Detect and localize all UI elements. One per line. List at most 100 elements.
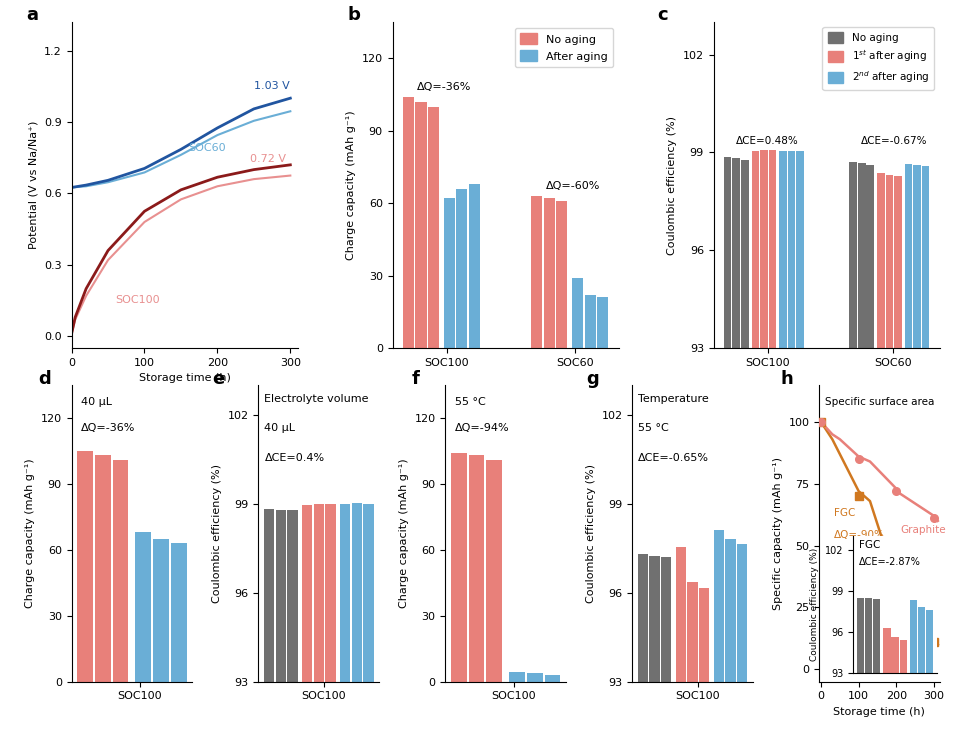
Text: 55 °C: 55 °C <box>455 397 485 407</box>
Text: Graphite: Graphite <box>900 526 944 535</box>
Text: ΔQ=-94%: ΔQ=-94% <box>455 424 509 433</box>
Y-axis label: Coulombic efficiency (%): Coulombic efficiency (%) <box>585 464 596 603</box>
Bar <box>876 173 883 733</box>
Bar <box>325 504 335 733</box>
Bar <box>544 674 559 682</box>
Text: f: f <box>411 370 419 388</box>
Bar <box>314 504 324 733</box>
Bar <box>468 184 479 348</box>
Text: ΔCE=-0.65%: ΔCE=-0.65% <box>638 453 708 463</box>
Text: ΔQ=-36%: ΔQ=-36% <box>416 81 471 92</box>
Bar <box>893 176 901 733</box>
Text: d: d <box>38 370 51 388</box>
Text: ΔCE=0.4%: ΔCE=0.4% <box>264 453 324 463</box>
Bar <box>94 455 111 682</box>
X-axis label: Storage time (h): Storage time (h) <box>833 707 924 717</box>
Bar <box>301 505 312 733</box>
Bar <box>351 504 361 733</box>
Text: 0.72 V: 0.72 V <box>250 155 286 164</box>
Bar <box>723 158 731 733</box>
Bar <box>649 556 659 733</box>
Bar <box>287 510 297 733</box>
Bar <box>686 582 697 733</box>
Bar <box>531 196 542 348</box>
Text: ΔQ=-36%: ΔQ=-36% <box>81 424 135 433</box>
Bar <box>848 161 856 733</box>
Bar <box>779 151 786 733</box>
Y-axis label: Potential (V vs Na/Na⁺): Potential (V vs Na/Na⁺) <box>29 121 38 249</box>
Bar <box>486 460 501 682</box>
Bar <box>456 188 467 348</box>
Bar <box>760 150 767 733</box>
Text: c: c <box>657 6 667 23</box>
Text: g: g <box>586 370 598 388</box>
X-axis label: Storage time (h): Storage time (h) <box>138 373 231 383</box>
Bar <box>736 544 746 733</box>
Text: ΔQ=-60%: ΔQ=-60% <box>545 181 599 191</box>
Y-axis label: Charge capacity (mAh g⁻¹): Charge capacity (mAh g⁻¹) <box>398 458 409 608</box>
Text: Specific surface area: Specific surface area <box>824 397 933 407</box>
Y-axis label: Coulombic efficiency (%): Coulombic efficiency (%) <box>212 464 222 603</box>
Bar <box>903 164 911 733</box>
Bar <box>275 509 286 733</box>
Bar <box>787 150 795 733</box>
Bar <box>428 106 438 348</box>
Y-axis label: Coulombic efficiency (%): Coulombic efficiency (%) <box>666 116 677 254</box>
Text: SOC60: SOC60 <box>188 142 226 152</box>
Bar <box>509 671 524 682</box>
Bar <box>584 295 596 348</box>
Bar <box>135 532 151 682</box>
Text: ΔQ=-90%: ΔQ=-90% <box>833 530 884 540</box>
Bar <box>699 588 709 733</box>
Text: ΔCE=-0.67%: ΔCE=-0.67% <box>861 136 927 147</box>
Bar <box>572 278 582 348</box>
Bar <box>468 455 484 682</box>
Text: 40 μL: 40 μL <box>81 397 112 407</box>
Bar <box>597 298 608 348</box>
Bar <box>112 460 129 682</box>
Bar <box>724 539 735 733</box>
Y-axis label: Specific capacity (mAh g⁻¹): Specific capacity (mAh g⁻¹) <box>772 457 782 610</box>
Bar <box>152 539 169 682</box>
Bar <box>732 158 740 733</box>
Text: b: b <box>347 6 360 23</box>
Bar <box>415 102 426 348</box>
Legend: No aging, After aging: No aging, After aging <box>515 28 613 67</box>
Bar <box>526 674 542 682</box>
Bar <box>363 504 374 733</box>
Bar <box>865 165 873 733</box>
Text: SOC100: SOC100 <box>115 295 160 305</box>
Bar <box>443 199 455 348</box>
Text: e: e <box>213 370 225 388</box>
Text: Temperature: Temperature <box>638 394 708 404</box>
Text: a: a <box>27 6 38 23</box>
Bar <box>768 150 776 733</box>
Y-axis label: Charge capacity (mAh g⁻¹): Charge capacity (mAh g⁻¹) <box>346 110 355 260</box>
Text: 40 μL: 40 μL <box>264 424 295 433</box>
Bar <box>675 547 685 733</box>
Y-axis label: Charge capacity (mAh g⁻¹): Charge capacity (mAh g⁻¹) <box>25 458 35 608</box>
Bar <box>857 163 864 733</box>
Text: 1.03 V: 1.03 V <box>253 81 290 91</box>
Bar <box>451 453 466 682</box>
Bar <box>171 543 187 682</box>
Bar <box>713 530 723 733</box>
Bar <box>912 165 920 733</box>
Text: FGC: FGC <box>833 508 855 518</box>
Bar <box>402 97 414 348</box>
Bar <box>751 151 759 733</box>
Bar <box>884 174 892 733</box>
Text: ΔCE=0.48%: ΔCE=0.48% <box>735 136 798 147</box>
Bar <box>556 201 567 348</box>
Text: 55 °C: 55 °C <box>638 424 668 433</box>
Bar <box>660 557 671 733</box>
Text: h: h <box>780 370 793 388</box>
Bar <box>264 509 274 733</box>
Bar <box>339 504 350 733</box>
Legend: No aging, $1^{st}$ after aging, $2^{nd}$ after aging: No aging, $1^{st}$ after aging, $2^{nd}$… <box>821 27 934 90</box>
Bar <box>796 151 803 733</box>
Bar <box>740 160 748 733</box>
Bar <box>543 199 555 348</box>
Bar <box>921 166 928 733</box>
Text: Electrolyte volume: Electrolyte volume <box>264 394 369 404</box>
